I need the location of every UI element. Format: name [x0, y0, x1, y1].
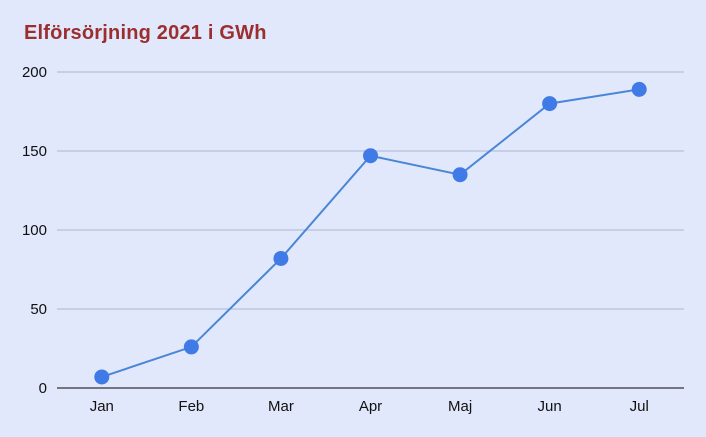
y-tick-label: 150 [22, 143, 47, 160]
x-tick-label: Maj [448, 398, 472, 415]
x-tick-label: Jun [538, 398, 562, 415]
data-point[interactable] [94, 369, 110, 385]
x-axis-ticks: Jan Feb Mar Apr Maj Jun Jul [90, 398, 649, 415]
y-tick-label: 200 [22, 64, 47, 81]
data-point[interactable] [542, 96, 558, 112]
chart-title: Elförsörjning 2021 i GWh [24, 22, 267, 44]
data-point[interactable] [631, 81, 647, 97]
x-tick-label: Feb [178, 398, 204, 415]
x-tick-label: Mar [268, 398, 294, 415]
x-tick-label: Apr [359, 398, 382, 415]
y-tick-label: 100 [22, 222, 47, 239]
y-axis-ticks: 0 50 100 150 200 [22, 64, 47, 397]
data-point[interactable] [452, 167, 468, 183]
data-point[interactable] [273, 250, 289, 266]
gridlines [57, 71, 684, 389]
data-point[interactable] [363, 148, 378, 164]
x-tick-label: Jan [90, 398, 114, 415]
x-tick-label: Jul [630, 398, 649, 415]
series-layer [94, 81, 647, 385]
data-point[interactable] [183, 339, 199, 355]
y-tick-label: 50 [30, 301, 47, 318]
series-line [101, 88, 640, 378]
y-tick-label: 0 [39, 380, 47, 397]
